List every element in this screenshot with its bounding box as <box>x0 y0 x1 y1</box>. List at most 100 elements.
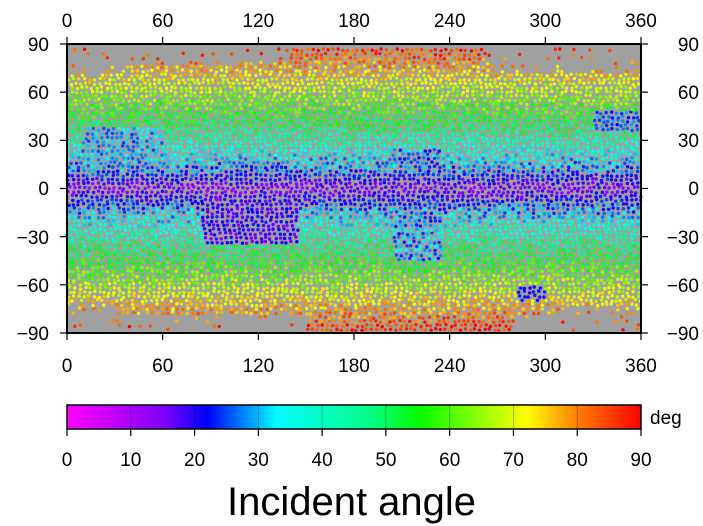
data-point <box>414 322 418 327</box>
data-point <box>477 273 481 277</box>
data-point <box>144 195 148 199</box>
data-point <box>621 215 626 220</box>
data-point <box>151 148 156 152</box>
data-point <box>462 319 466 323</box>
data-point <box>503 160 507 164</box>
data-point <box>368 156 372 160</box>
data-point <box>540 194 544 198</box>
data-point <box>284 140 288 144</box>
data-point <box>513 210 517 214</box>
data-point <box>303 197 308 202</box>
data-point <box>159 231 163 235</box>
data-point <box>476 202 481 206</box>
data-point <box>565 264 569 268</box>
data-point <box>123 253 127 257</box>
data-point <box>548 244 552 249</box>
data-point <box>482 293 486 298</box>
data-point <box>186 245 191 249</box>
data-point <box>369 245 373 249</box>
data-point <box>300 186 304 190</box>
data-point <box>387 257 392 261</box>
data-point <box>202 227 207 231</box>
data-point <box>427 307 431 312</box>
data-point <box>126 278 130 282</box>
data-point <box>288 202 293 206</box>
data-point <box>115 302 120 307</box>
data-point <box>416 265 420 269</box>
data-point <box>507 203 511 207</box>
data-point <box>489 222 493 227</box>
data-point <box>205 147 209 152</box>
data-point <box>333 264 337 269</box>
data-point <box>374 253 379 257</box>
data-point <box>429 328 433 332</box>
data-point <box>511 203 516 207</box>
data-point <box>126 156 130 160</box>
data-point <box>151 181 155 185</box>
data-point <box>429 211 434 216</box>
data-point <box>213 299 218 303</box>
data-point <box>417 316 422 320</box>
data-point <box>365 211 369 215</box>
data-point <box>344 182 348 186</box>
data-point <box>516 144 520 149</box>
data-point <box>132 294 136 298</box>
data-point <box>409 291 413 295</box>
data-point <box>455 198 460 203</box>
data-point <box>360 185 364 189</box>
data-point <box>339 248 343 252</box>
data-point <box>162 249 167 254</box>
data-point <box>175 218 179 222</box>
data-point <box>474 194 479 198</box>
data-point <box>217 324 221 329</box>
data-point <box>150 310 154 315</box>
data-point <box>534 161 538 166</box>
data-point <box>263 314 267 319</box>
data-point <box>373 210 378 214</box>
data-point <box>580 174 584 178</box>
data-point <box>230 208 234 212</box>
data-point <box>194 231 198 235</box>
data-point <box>313 172 318 177</box>
data-point <box>447 205 452 210</box>
data-point <box>135 173 140 177</box>
data-point <box>608 281 612 285</box>
data-point <box>318 231 322 236</box>
data-point <box>619 236 623 240</box>
data-point <box>581 203 585 207</box>
data-point <box>453 303 457 308</box>
data-point <box>235 177 239 181</box>
data-point <box>467 265 471 269</box>
data-point <box>96 216 101 220</box>
data-point <box>112 278 116 282</box>
data-point <box>625 198 629 202</box>
data-point <box>483 186 487 190</box>
data-point <box>466 199 470 203</box>
data-point <box>444 322 448 327</box>
data-point <box>191 165 195 169</box>
data-point <box>104 285 108 289</box>
data-point <box>571 282 575 286</box>
data-point <box>419 187 423 191</box>
data-point <box>325 252 329 256</box>
data-point <box>422 144 426 148</box>
data-point <box>126 266 130 270</box>
data-point <box>630 198 634 202</box>
data-point <box>293 149 298 153</box>
data-point <box>121 164 125 168</box>
data-point <box>226 286 231 291</box>
data-point <box>564 178 569 182</box>
data-point <box>502 147 506 152</box>
data-point <box>563 211 567 215</box>
data-point <box>616 308 620 312</box>
data-point <box>345 252 349 256</box>
data-point <box>81 144 85 148</box>
data-point <box>200 278 205 282</box>
data-point <box>255 210 260 215</box>
data-point <box>377 265 381 270</box>
data-point <box>511 143 515 147</box>
data-point <box>569 177 574 181</box>
data-point <box>206 281 210 286</box>
data-point <box>358 144 363 148</box>
data-point <box>329 261 334 266</box>
